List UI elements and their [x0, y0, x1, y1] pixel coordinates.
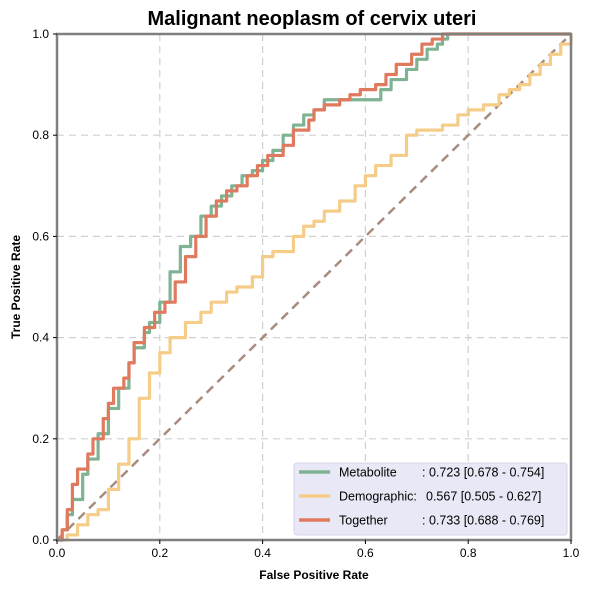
x-axis-label: False Positive Rate [259, 568, 369, 582]
y-tick-label-1: 0.2 [32, 432, 49, 446]
x-tick-label-2: 0.4 [254, 546, 271, 560]
series-line-demographic [57, 34, 573, 542]
y-tick-label-2: 0.4 [32, 331, 49, 345]
chart-title: Malignant neoplasm of cervix uteri [148, 8, 477, 30]
legend-stat-together: : 0.733 [0.688 - 0.769] [422, 514, 544, 528]
y-tick-label-3: 0.6 [32, 229, 49, 243]
plot-frame [55, 32, 573, 542]
y-axis-label: True Positive Rate [9, 235, 23, 339]
y-tick-label-5: 1.0 [32, 27, 49, 41]
y-tick-label-0: 0.0 [32, 533, 49, 547]
x-tick-label-1: 0.2 [151, 546, 168, 560]
x-tick-label-4: 0.8 [460, 546, 477, 560]
legend: Metabolite : 0.723 [0.678 - 0.754] Demogra… [293, 462, 568, 536]
diagonal-reference-line [56, 33, 572, 541]
legend-stat-metabolite: : 0.723 [0.678 - 0.754] [422, 466, 544, 480]
grid-lines [57, 34, 571, 540]
x-tick-label-5: 1.0 [563, 546, 580, 560]
axis-ticks: 0.0 0.2 0.4 0.6 0.8 1.0 0.0 0.2 0.4 0.6 0.8 1.0 [32, 27, 579, 560]
y-tick-label-4: 0.8 [32, 128, 49, 142]
series-line-metabolite [57, 32, 571, 542]
series-layer [57, 32, 573, 542]
legend-box [293, 462, 568, 536]
series-line-together [57, 32, 571, 542]
x-tick-label-3: 0.6 [357, 546, 374, 560]
legend-name-metabolite: Metabolite [339, 466, 397, 480]
x-tick-label-0: 0.0 [49, 546, 66, 560]
legend-name-together: Together [339, 514, 388, 528]
legend-name-demographic: Demographic: [339, 490, 417, 504]
legend-stat-demographic: 0.567 [0.505 - 0.627] [426, 490, 541, 504]
